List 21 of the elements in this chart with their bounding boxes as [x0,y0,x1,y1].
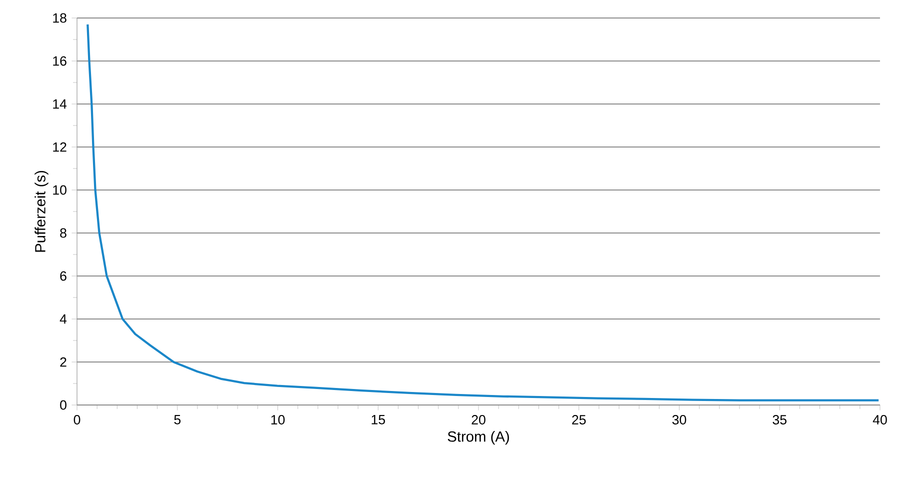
y-tick-label: 18 [53,13,66,23]
y-tick-label: 14 [53,99,67,109]
x-tick-label: 40 [872,415,887,424]
y-tick-label: 2 [60,357,66,367]
y-tick-label: 4 [60,314,67,324]
y-tick-label: 16 [53,56,66,66]
x-tick-label: 5 [174,415,181,424]
x-tick-label: 30 [672,415,686,424]
x-tick-label: 15 [372,415,385,424]
x-tick-label: 20 [472,415,486,424]
y-tick-label: 12 [53,142,66,152]
y-tick-label: 6 [60,271,66,281]
x-tick-label: 35 [772,415,786,424]
y-tick-label: 0 [60,400,66,410]
x-tick-label: 25 [572,415,586,424]
y-axis-title: Pufferzeit (s) [34,170,48,252]
x-axis-title: Strom (A) [448,430,509,445]
y-tick-label: 8 [60,228,66,238]
x-tick-label: 0 [74,415,80,424]
x-tick-label: 10 [271,415,285,424]
y-tick-label: 10 [53,185,66,195]
